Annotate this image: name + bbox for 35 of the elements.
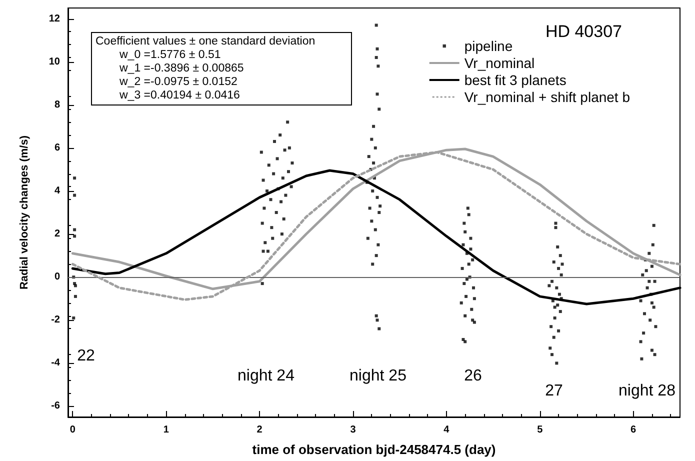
annotation: 27 [545,382,563,400]
y-tick-label: 0 [54,272,60,283]
x-tick-label: 1 [163,424,170,436]
annotation: night 25 [350,368,407,384]
legend-label: Vr_nominal [464,55,535,71]
y-axis-title: Radial velocity changes (m/s) [18,135,30,290]
x-tick-label: 6 [630,424,636,436]
annotation: night 24 [238,368,295,384]
x-tick-label: 5 [537,424,544,436]
y-tick-label: 12 [48,13,60,24]
annotation: 22 [77,348,95,364]
annotation: w_2 =-0.0975 ± 0.0152 [118,76,238,88]
x-tick-label: 0 [70,424,76,436]
y-tick-label: 8 [54,99,60,110]
text: HD 40307 [545,22,622,41]
x-axis-title: time of observation bjd-2458474.5 (day) [252,442,496,457]
annotation: Coefficient values ± one standard deviation [96,36,316,48]
x-tick-label: 4 [444,424,450,436]
y-tick-label: 10 [48,56,60,68]
annotation: w_0 =1.5776 ± 0.51 [118,49,221,61]
y-tick-label: -2 [51,314,60,326]
x-tick-label: 3 [350,424,356,436]
y-tick-label: -6 [51,400,60,412]
legend-label: Vr_nominal + shift planet b [464,89,630,105]
annotation: 26 [464,368,482,384]
y-tick-label: -4 [51,358,60,369]
annotation: w_1 =-0.3896 ± 0.00865 [118,62,244,74]
y-tick-label: 4 [54,185,60,196]
legend-label: pipeline [464,38,513,54]
annotation: night 28 [618,382,676,400]
annotation: w_3 =0.40194 ± 0.0416 [118,90,240,102]
x-tick-label: 2 [256,424,263,436]
y-tick-label: 6 [54,142,60,154]
y-tick-label: 2 [54,228,60,240]
legend-label: best fit 3 planets [464,72,566,88]
